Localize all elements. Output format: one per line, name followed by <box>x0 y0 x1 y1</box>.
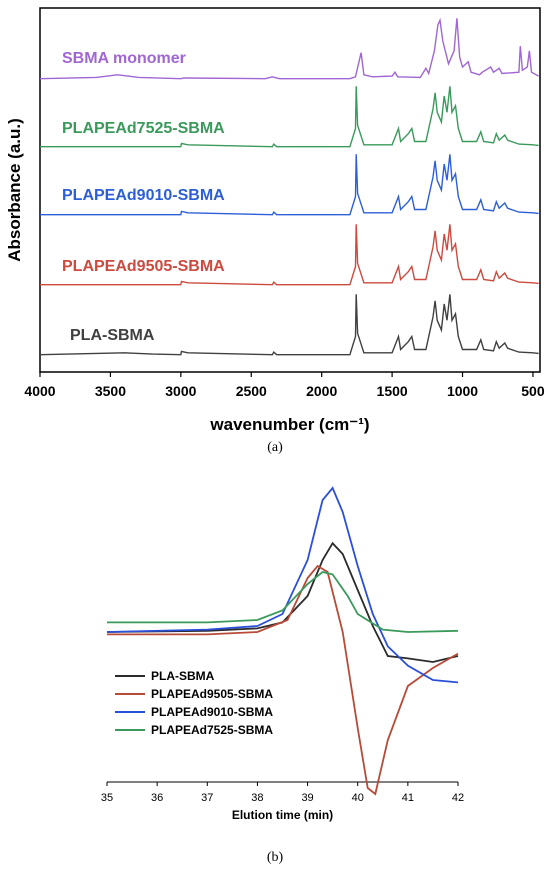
ftir-series-label-plapead7525-sbma: PLAPEAd7525-SBMA <box>62 120 225 137</box>
ftir-series-label-plapead9010-sbma: PLAPEAd9010-SBMA <box>62 187 225 204</box>
ftir-y-axis-label: Absorbance (a.u.) <box>5 118 24 262</box>
gpc-legend-label-plapead9505-sbma: PLAPEAd9505-SBMA <box>151 687 273 701</box>
gpc-series-line-plapead9010-sbma <box>106 486 459 684</box>
gpc-x-tick-label: 38 <box>251 792 263 804</box>
gpc-x-axis-label: Elution time (min) <box>232 808 333 822</box>
gpc-series-line-plapead9505-sbma <box>107 564 459 796</box>
ftir-series-label-sbma-monomer: SBMA monomer <box>62 50 186 67</box>
ftir-x-tick-label: 3000 <box>165 383 196 399</box>
gpc-x-tick-label: 42 <box>452 792 464 804</box>
gpc-legend-label-plapead9010-sbma: PLAPEAd9010-SBMA <box>151 705 273 719</box>
ftir-x-axis-label: wavenumber (cm⁻¹) <box>209 415 369 434</box>
ftir-x-tick-label: 1000 <box>447 383 478 399</box>
gpc-x-tick-label: 41 <box>402 792 414 804</box>
ftir-series-label-plapead9505-sbma: PLAPEAd9505-SBMA <box>62 258 225 275</box>
ftir-series-line-plapead7525-sbma <box>40 86 539 148</box>
gpc-legend-label-plapead7525-sbma: PLAPEAd7525-SBMA <box>151 723 273 737</box>
ftir-series-line-plapead9505-sbma <box>40 224 539 286</box>
ftir-series-label-pla-sbma: PLA-SBMA <box>70 327 155 344</box>
gpc-x-tick-label: 39 <box>301 792 313 804</box>
ftir-x-tick-label: 3500 <box>95 383 126 399</box>
ftir-x-tick-label: 2500 <box>236 383 267 399</box>
gpc-legend-label-pla-sbma: PLA-SBMA <box>151 669 215 683</box>
ftir-x-tick-label: 2000 <box>306 383 337 399</box>
gpc-x-tick-label: 40 <box>352 792 364 804</box>
ftir-plot-frame <box>39 7 541 373</box>
ftir-x-tick-label: 500 <box>521 383 545 399</box>
ftir-x-tick-label: 1500 <box>377 383 408 399</box>
gpc-series-line-pla-sbma <box>106 541 459 663</box>
gpc-x-tick-label: 35 <box>101 792 113 804</box>
ftir-series-line-pla-sbma <box>39 294 539 356</box>
caption-b: (b) <box>266 850 284 865</box>
gpc-x-tick-label: 36 <box>151 792 163 804</box>
ftir-series-line-sbma-monomer <box>39 17 539 80</box>
gpc-series-line-plapead7525-sbma <box>107 571 459 633</box>
gpc-chart: 35 36 37 38 39 40 41 42 Elution time (min) PLA-SB… <box>101 486 464 822</box>
gpc-x-tick-label: 37 <box>201 792 213 804</box>
ftir-series-line-plapead9010-sbma <box>40 154 539 216</box>
caption-a: (a) <box>267 440 283 455</box>
ftir-chart: SBMA monomer PLAPEAd7525-SBMA PLAPEAd9010-… <box>5 7 545 434</box>
ftir-x-tick-label: 4000 <box>24 383 55 399</box>
